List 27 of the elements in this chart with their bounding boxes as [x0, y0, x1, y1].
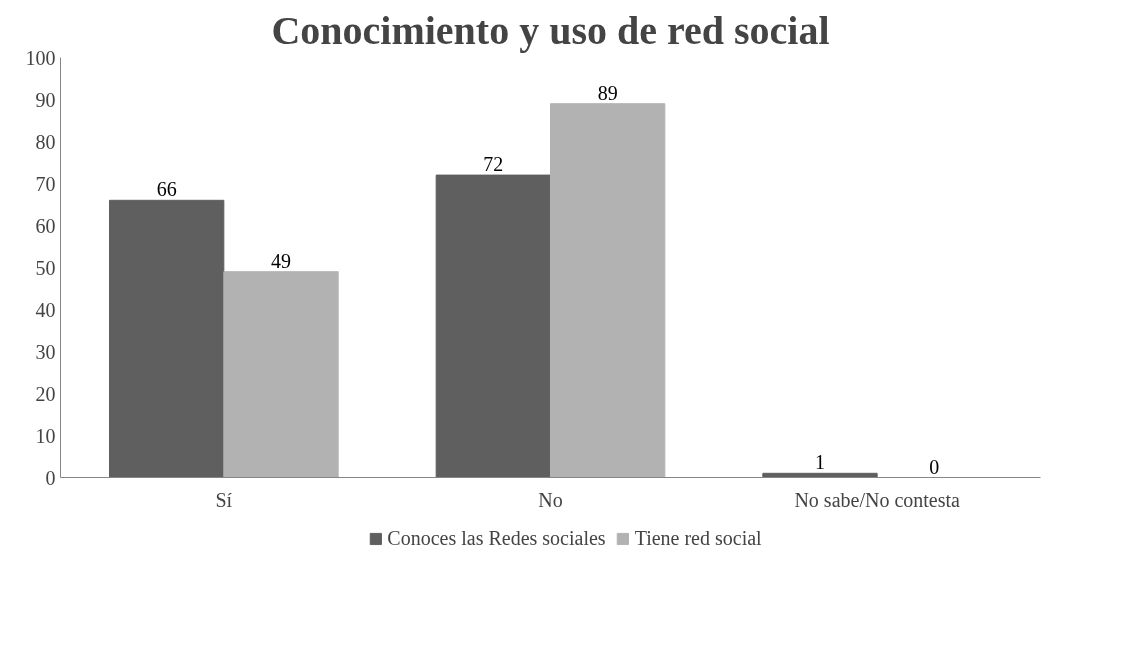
y-tick-label: 30: [35, 340, 56, 363]
y-tick-label: 40: [35, 298, 56, 321]
x-tick-label: Sí: [215, 488, 233, 511]
bar: [435, 174, 551, 478]
y-tick-label: 80: [35, 130, 56, 153]
bar: [109, 199, 225, 478]
legend-label: Conoces las Redes sociales: [387, 526, 606, 550]
y-tick-label: 50: [35, 256, 56, 279]
legend-label: Tiene red social: [634, 526, 762, 550]
data-label: 0: [929, 455, 940, 478]
bar: [550, 103, 666, 478]
y-tick-label: 70: [35, 172, 56, 195]
data-label: 49: [271, 249, 291, 272]
data-label: 66: [156, 178, 177, 201]
data-label: 1: [815, 451, 825, 474]
y-tick-label: 0: [45, 466, 56, 489]
y-tick-label: 60: [35, 214, 56, 237]
bar: [223, 271, 339, 478]
y-tick-label: 100: [25, 46, 56, 69]
x-tick-label: No: [538, 488, 563, 511]
data-label: 72: [483, 153, 504, 176]
y-tick-label: 10: [35, 424, 56, 447]
x-tick-label: No sabe/No contesta: [794, 488, 961, 511]
y-tick-label: 20: [35, 382, 56, 405]
chart-title: Conocimiento y uso de red social: [271, 7, 830, 53]
data-label: 89: [597, 81, 618, 104]
y-tick-label: 90: [35, 88, 56, 111]
